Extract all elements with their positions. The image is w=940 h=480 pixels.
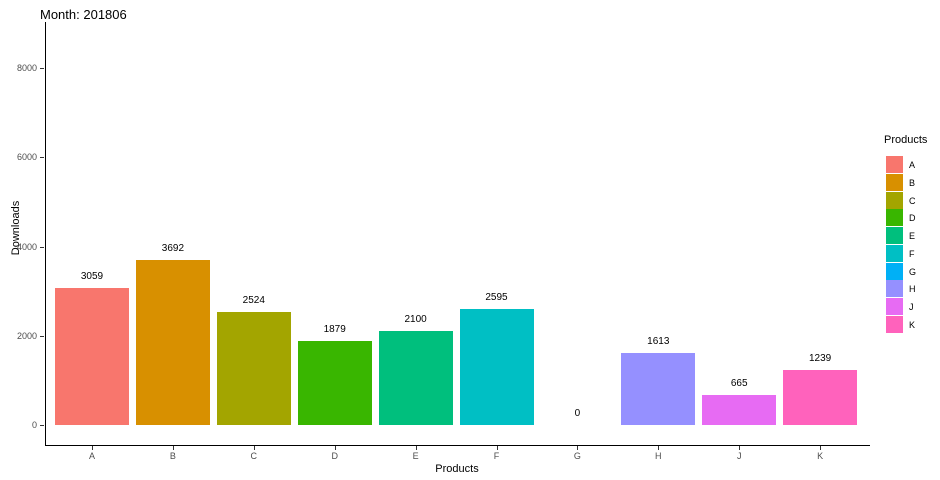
y-axis-tick-label: 4000 (16, 241, 37, 252)
x-axis-tick-label: A (88, 451, 95, 461)
x-axis-tick-label: D (331, 451, 338, 461)
legend-label-G: G (909, 266, 917, 277)
legend-key-H (886, 280, 903, 298)
x-axis-tick (92, 446, 93, 450)
bar-value-label-H: 1613 (647, 336, 670, 348)
x-axis-tick (415, 446, 417, 450)
bar-value-label-D: 1879 (323, 324, 346, 336)
x-axis-tick (496, 446, 498, 450)
x-axis-tick (820, 446, 822, 450)
legend-label-J: J (909, 302, 914, 312)
legend-key-F (886, 244, 903, 262)
bar-J (702, 395, 777, 425)
x-axis-tick-label: C (250, 451, 258, 461)
y-axis-tick-label: 6000 (16, 152, 37, 163)
legend-label-E: E (909, 231, 916, 241)
bar-value-label-K: 1239 (808, 352, 832, 364)
y-axis-tick-label: 2000 (16, 330, 37, 341)
bar-C (216, 312, 291, 425)
bar-value-label-A: 3059 (80, 271, 104, 283)
bar-E (378, 331, 453, 425)
legend-key-G (886, 262, 903, 280)
y-axis-tick (40, 425, 44, 426)
x-axis-tick-label: H (655, 451, 662, 461)
legend-label-H: H (909, 284, 916, 295)
legend-label-K: K (909, 319, 916, 330)
bar-value-label-B: 3692 (161, 243, 185, 255)
legend-key-B (886, 173, 903, 191)
x-axis-tick (577, 446, 579, 450)
chart-title: Month: 201806 (40, 7, 127, 22)
bar-value-label-J: 665 (730, 378, 748, 390)
bar-H (621, 353, 696, 425)
bar-B (135, 260, 210, 425)
legend-key-E (886, 227, 903, 244)
bar-K (783, 369, 858, 425)
y-axis-tick (40, 68, 44, 69)
y-axis-tick-label: 0 (31, 420, 37, 430)
x-axis-tick-label: F (493, 451, 500, 461)
x-axis-title: Products (435, 463, 479, 475)
bar-value-label-E: 2100 (404, 314, 427, 326)
y-axis-tick (40, 335, 44, 337)
legend-label-C: C (909, 195, 916, 206)
plot-area (45, 22, 870, 446)
x-axis-tick (658, 446, 660, 450)
x-axis-tick (172, 446, 174, 450)
y-axis-tick-label: 8000 (16, 63, 37, 73)
legend-label-F: F (909, 248, 915, 259)
x-axis-tick (334, 446, 336, 450)
x-axis-tick-label: B (169, 451, 176, 461)
legend-key-D (886, 209, 903, 227)
y-axis-tick (40, 157, 44, 159)
x-axis-tick-label: K (817, 451, 824, 461)
bar-value-label-F: 2595 (485, 292, 508, 304)
legend-key-A (886, 156, 903, 173)
legend-key-C (886, 191, 903, 209)
x-axis-tick-label: E (412, 451, 419, 461)
bar-D (297, 341, 372, 425)
y-axis-tick (40, 246, 44, 248)
x-axis-tick (253, 446, 255, 450)
legend-label-A: A (909, 160, 916, 170)
x-axis-tick-label: J (736, 451, 742, 461)
bar-A (55, 288, 129, 425)
legend-title: Products (884, 134, 928, 146)
legend-label-B: B (909, 177, 916, 188)
x-axis-tick (739, 446, 741, 450)
x-axis-tick-label: G (573, 451, 581, 461)
legend-key-J (886, 298, 903, 315)
legend-label-D: D (909, 213, 916, 224)
bar-value-label-G: 0 (574, 408, 581, 419)
bar-F (459, 309, 534, 425)
legend-key-K (886, 315, 903, 333)
bar-value-label-C: 2524 (242, 295, 265, 307)
